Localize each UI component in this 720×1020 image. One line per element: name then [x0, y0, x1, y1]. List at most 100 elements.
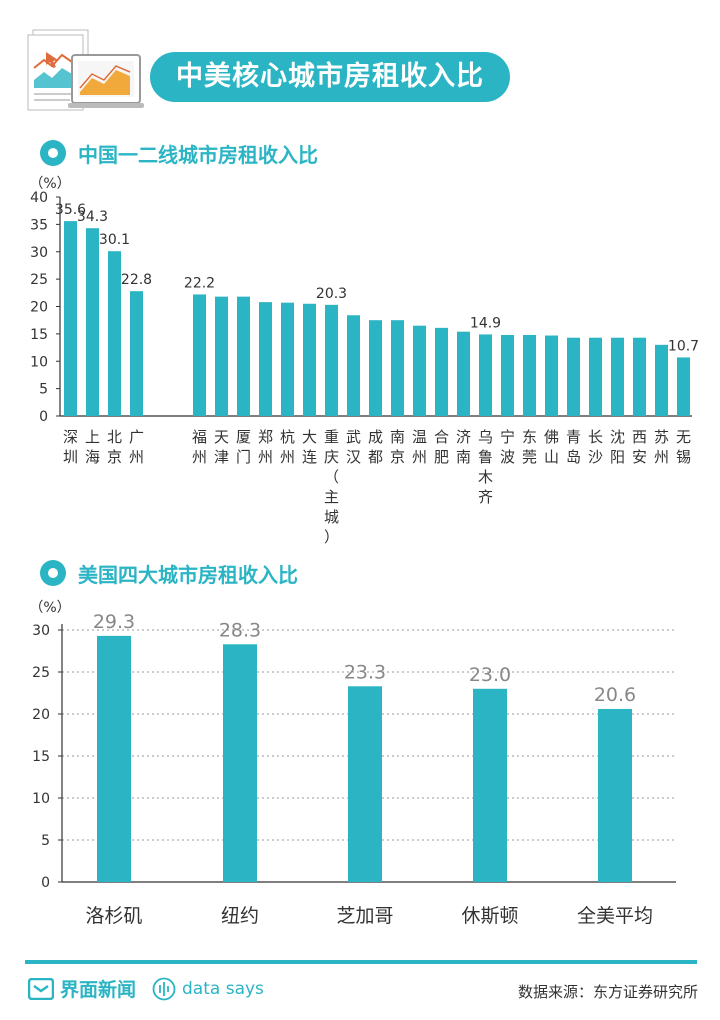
bar	[259, 302, 272, 416]
bar	[589, 337, 602, 416]
category-label: 苏州	[654, 428, 669, 466]
y-tick-label: 35	[30, 217, 48, 233]
y-tick-label: 0	[41, 875, 50, 891]
bar	[567, 337, 580, 416]
category-label: 成都	[368, 428, 383, 466]
y-tick-label: 40	[30, 190, 48, 206]
category-label: 西安	[632, 428, 647, 466]
data-label: 22.2	[184, 275, 215, 291]
y-tick-label: 20	[30, 300, 48, 316]
bar	[479, 334, 492, 416]
bar	[435, 327, 448, 416]
category-label: 温州	[412, 428, 427, 466]
y-tick-label: 25	[32, 665, 50, 681]
category-label: 南京	[390, 428, 405, 466]
bar	[391, 320, 404, 416]
y-tick-label: 10	[30, 354, 48, 370]
y-tick-label: 15	[30, 327, 48, 343]
category-label: 杭州	[280, 428, 295, 466]
category-label: 厦门	[236, 428, 251, 466]
footer: 界面新闻 data says 数据来源：东方证券研究所	[0, 950, 720, 1020]
category-label: 无锡	[676, 428, 691, 466]
category-label: 宁波	[500, 428, 515, 466]
y-axis-unit: （%）	[29, 600, 70, 616]
bar	[223, 644, 257, 882]
y-tick-label: 30	[32, 623, 50, 639]
category-label: 长沙	[588, 428, 603, 466]
category-label: 沈阳	[610, 428, 625, 466]
footer-divider	[25, 960, 697, 964]
data-label: 23.3	[344, 661, 386, 683]
bar	[611, 337, 624, 416]
bar	[369, 320, 382, 416]
bar	[413, 325, 426, 416]
data-label: 22.8	[121, 272, 152, 288]
category-label: 广州	[129, 428, 144, 466]
circle-bullet-icon	[40, 560, 66, 586]
section-us-title: 美国四大城市房租收入比	[78, 562, 298, 587]
y-axis-unit: （%）	[29, 176, 70, 192]
data-label: 10.7	[668, 338, 699, 354]
data-label: 35.6	[55, 202, 86, 218]
category-label: 青岛	[566, 428, 581, 466]
y-tick-label: 5	[41, 833, 50, 849]
bar	[655, 344, 668, 416]
header: 中美核心城市房租收入比	[0, 0, 720, 130]
category-label: 福州	[192, 428, 207, 466]
bar	[237, 296, 250, 416]
bar	[64, 221, 77, 416]
category-label: 东莞	[522, 428, 537, 466]
category-label: 天津	[214, 428, 229, 466]
category-label: 郑州	[258, 428, 273, 466]
brand: 界面新闻 data says	[28, 975, 264, 1002]
bar	[633, 337, 646, 416]
data-source: 数据来源：东方证券研究所	[517, 983, 698, 1001]
bar	[86, 228, 99, 416]
data-label: 20.6	[594, 684, 636, 706]
us-rent-income-chart: 0 5 10 15 20 25 30 （%） 29.3 洛杉矶 28.3 纽约 23.3 芝加哥 23.0 休…	[29, 600, 676, 927]
category-label: 芝加哥	[336, 905, 393, 927]
data-label: 28.3	[219, 619, 261, 641]
y-tick-label: 5	[39, 382, 48, 398]
bar	[523, 334, 536, 416]
data-label: 23.0	[469, 664, 511, 686]
bar	[108, 251, 121, 416]
category-label: 深圳	[63, 428, 78, 466]
bar	[303, 303, 316, 416]
category-label: 休斯顿	[461, 905, 518, 927]
category-label: 佛山	[544, 428, 559, 466]
category-label: 全美平均	[577, 905, 653, 927]
section-china-title: 中国一二线城市房租收入比	[78, 142, 318, 167]
category-label: 武汉	[346, 428, 361, 466]
category-label: 合肥	[434, 428, 449, 466]
bar	[677, 357, 690, 416]
bar	[598, 708, 632, 882]
page-title: 中美核心城市房租收入比	[150, 52, 510, 102]
bar	[215, 296, 228, 416]
brand-subtitle: data says	[182, 978, 264, 999]
category-label: 上海	[85, 428, 100, 466]
bar	[473, 688, 507, 882]
y-tick-label: 0	[39, 409, 48, 425]
bar	[193, 294, 206, 416]
bar	[347, 315, 360, 416]
circle-bullet-icon	[40, 140, 66, 166]
bar	[130, 291, 143, 416]
data-label: 14.9	[470, 315, 501, 331]
brand-name: 界面新闻	[60, 979, 137, 1001]
y-tick-label: 15	[32, 749, 50, 765]
section-china-header: 中国一二线城市房租收入比	[40, 138, 318, 168]
bar	[97, 635, 131, 882]
bar	[348, 686, 382, 882]
y-tick-label: 20	[32, 707, 50, 723]
data-label: 34.3	[77, 209, 108, 225]
bar	[457, 331, 470, 416]
category-label: 洛杉矶	[85, 905, 142, 927]
china-rent-income-chart: 0 5 10 15 20 25 30 35 40（%） 35.6 深圳 34.3 上海 30.1 北京 22.…	[29, 176, 699, 546]
bar	[281, 302, 294, 416]
category-label: 乌鲁木齐	[478, 428, 493, 506]
y-tick-label: 10	[32, 791, 50, 807]
report-laptop-icon	[27, 29, 144, 111]
category-label: 重庆（主城）	[324, 428, 339, 546]
data-label: 30.1	[99, 232, 130, 248]
